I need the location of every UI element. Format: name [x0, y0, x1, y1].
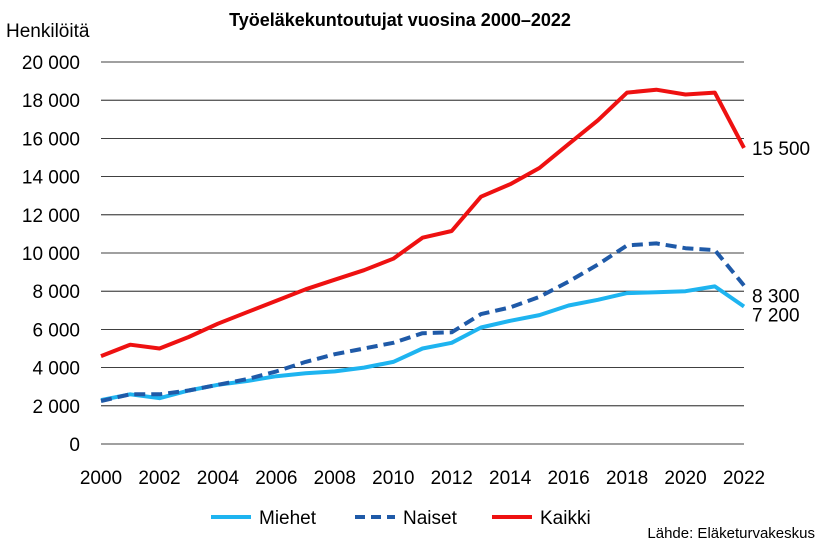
legend-label-miehet: Miehet [259, 508, 317, 529]
end-label-kaikki: 15 500 [752, 139, 810, 160]
x-tick-label: 2020 [664, 468, 706, 489]
x-tick-label: 2008 [314, 468, 356, 489]
y-tick-labels: 0 2 000 4 000 6 000 8 000 10 000 12 000 14 000 1… [22, 53, 80, 456]
series-line-kaikki [100, 87, 746, 358]
y-tick-label: 12 000 [22, 206, 80, 227]
legend-label-kaikki: Kaikki [540, 508, 591, 529]
x-tick-label: 2006 [255, 468, 297, 489]
y-tick-label: 4 000 [32, 359, 80, 380]
y-tick-label: 16 000 [22, 129, 80, 150]
x-tick-label: 2010 [372, 468, 414, 489]
end-label-miehet: 7 200 [752, 305, 800, 326]
series-line-naiset [100, 241, 746, 403]
x-tick-label: 2004 [197, 468, 240, 489]
source-note: Lähde: Eläketurvakeskus [647, 525, 815, 542]
y-tick-label: 8 000 [32, 282, 80, 303]
series-lines [100, 87, 746, 403]
y-tick-label: 6 000 [32, 320, 80, 341]
gridlines [101, 61, 744, 445]
y-tick-label: 2 000 [32, 397, 80, 418]
series-line-miehet [100, 284, 746, 403]
y-tick-label: 0 [69, 435, 80, 456]
y-tick-label: 10 000 [22, 244, 80, 265]
x-tick-label: 2012 [431, 468, 473, 489]
x-tick-label: 2018 [606, 468, 648, 489]
legend: Miehet Naiset Kaikki [211, 508, 591, 529]
chart-title: Työeläkekuntoutujat vuosina 2000–2022 [229, 10, 571, 30]
x-tick-label: 2022 [723, 468, 765, 489]
y-tick-label: 20 000 [22, 53, 80, 74]
x-tick-label: 2014 [489, 468, 532, 489]
legend-label-naiset: Naiset [403, 508, 458, 529]
y-tick-label: 18 000 [22, 91, 80, 112]
y-tick-label: 14 000 [22, 168, 80, 189]
y-axis-label: Henkilöitä [6, 21, 90, 42]
end-label-naiset: 8 300 [752, 286, 800, 307]
x-tick-labels: 2000 2002 2004 2006 2008 2010 2012 2014 2016 2018… [80, 468, 765, 489]
x-tick-label: 2016 [547, 468, 589, 489]
x-tick-label: 2002 [138, 468, 180, 489]
x-tick-label: 2000 [80, 468, 122, 489]
